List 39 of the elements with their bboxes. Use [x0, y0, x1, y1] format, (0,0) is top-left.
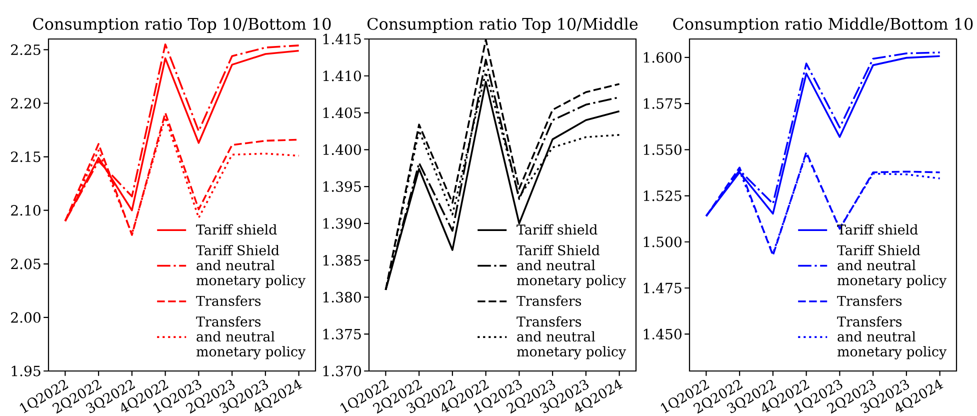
- y-tick-label: 1.550: [644, 144, 682, 155]
- legend-label: Transfers and neutral monetary policy: [837, 316, 947, 360]
- y-tick-label: 2.05: [11, 258, 40, 270]
- legend-label: Tariff Shield and neutral monetary policy: [196, 244, 306, 288]
- legend-label: Tariff shield: [516, 224, 598, 235]
- legend-label: Transfers and neutral monetary policy: [196, 316, 306, 360]
- y-tick-label: 2.10: [11, 205, 40, 216]
- y-tick-label: 1.370: [323, 366, 361, 376]
- y-tick-label: 1.450: [644, 328, 682, 340]
- legend-label: Transfers and neutral monetary policy: [516, 316, 626, 360]
- legend-label: Tariff shield: [837, 224, 918, 235]
- chart-title: Consumption ratio Middle/Bottom 10: [673, 18, 973, 33]
- y-tick-label: 1.400: [323, 144, 361, 155]
- legend-label: Transfers: [837, 296, 902, 306]
- chart-title: Consumption ratio Top 10/Middle: [367, 18, 638, 33]
- legend-label: Tariff Shield and neutral monetary policy: [837, 244, 947, 288]
- legend-label: Transfers: [196, 296, 261, 306]
- y-tick-label: 1.415: [323, 34, 361, 44]
- y-tick-label: 1.395: [323, 181, 361, 192]
- legend-label: Tariff shield: [196, 224, 277, 235]
- y-tick-label: 2.00: [11, 312, 40, 323]
- y-tick-label: 1.500: [644, 236, 682, 248]
- y-tick-label: 2.15: [11, 151, 40, 162]
- y-tick-label: 1.410: [323, 70, 361, 82]
- y-tick-label: 1.575: [644, 98, 682, 109]
- y-tick-label: 1.95: [12, 366, 40, 376]
- y-tick-label: 1.475: [644, 282, 682, 294]
- y-tick-label: 1.405: [323, 107, 361, 118]
- y-tick-label: 1.375: [323, 328, 361, 340]
- chart-title: Consumption ratio Top 10/Bottom 10: [33, 18, 331, 33]
- y-tick-label: 2.25: [11, 44, 40, 56]
- y-tick-label: 2.20: [11, 98, 40, 109]
- y-tick-label: 1.380: [323, 292, 361, 303]
- legend-label: Transfers: [516, 296, 582, 306]
- y-tick-label: 1.385: [323, 255, 361, 266]
- legend-label: Tariff Shield and neutral monetary policy: [516, 244, 626, 288]
- y-tick-label: 1.390: [323, 218, 361, 229]
- y-tick-label: 1.600: [644, 52, 682, 63]
- y-tick-label: 1.525: [644, 190, 682, 202]
